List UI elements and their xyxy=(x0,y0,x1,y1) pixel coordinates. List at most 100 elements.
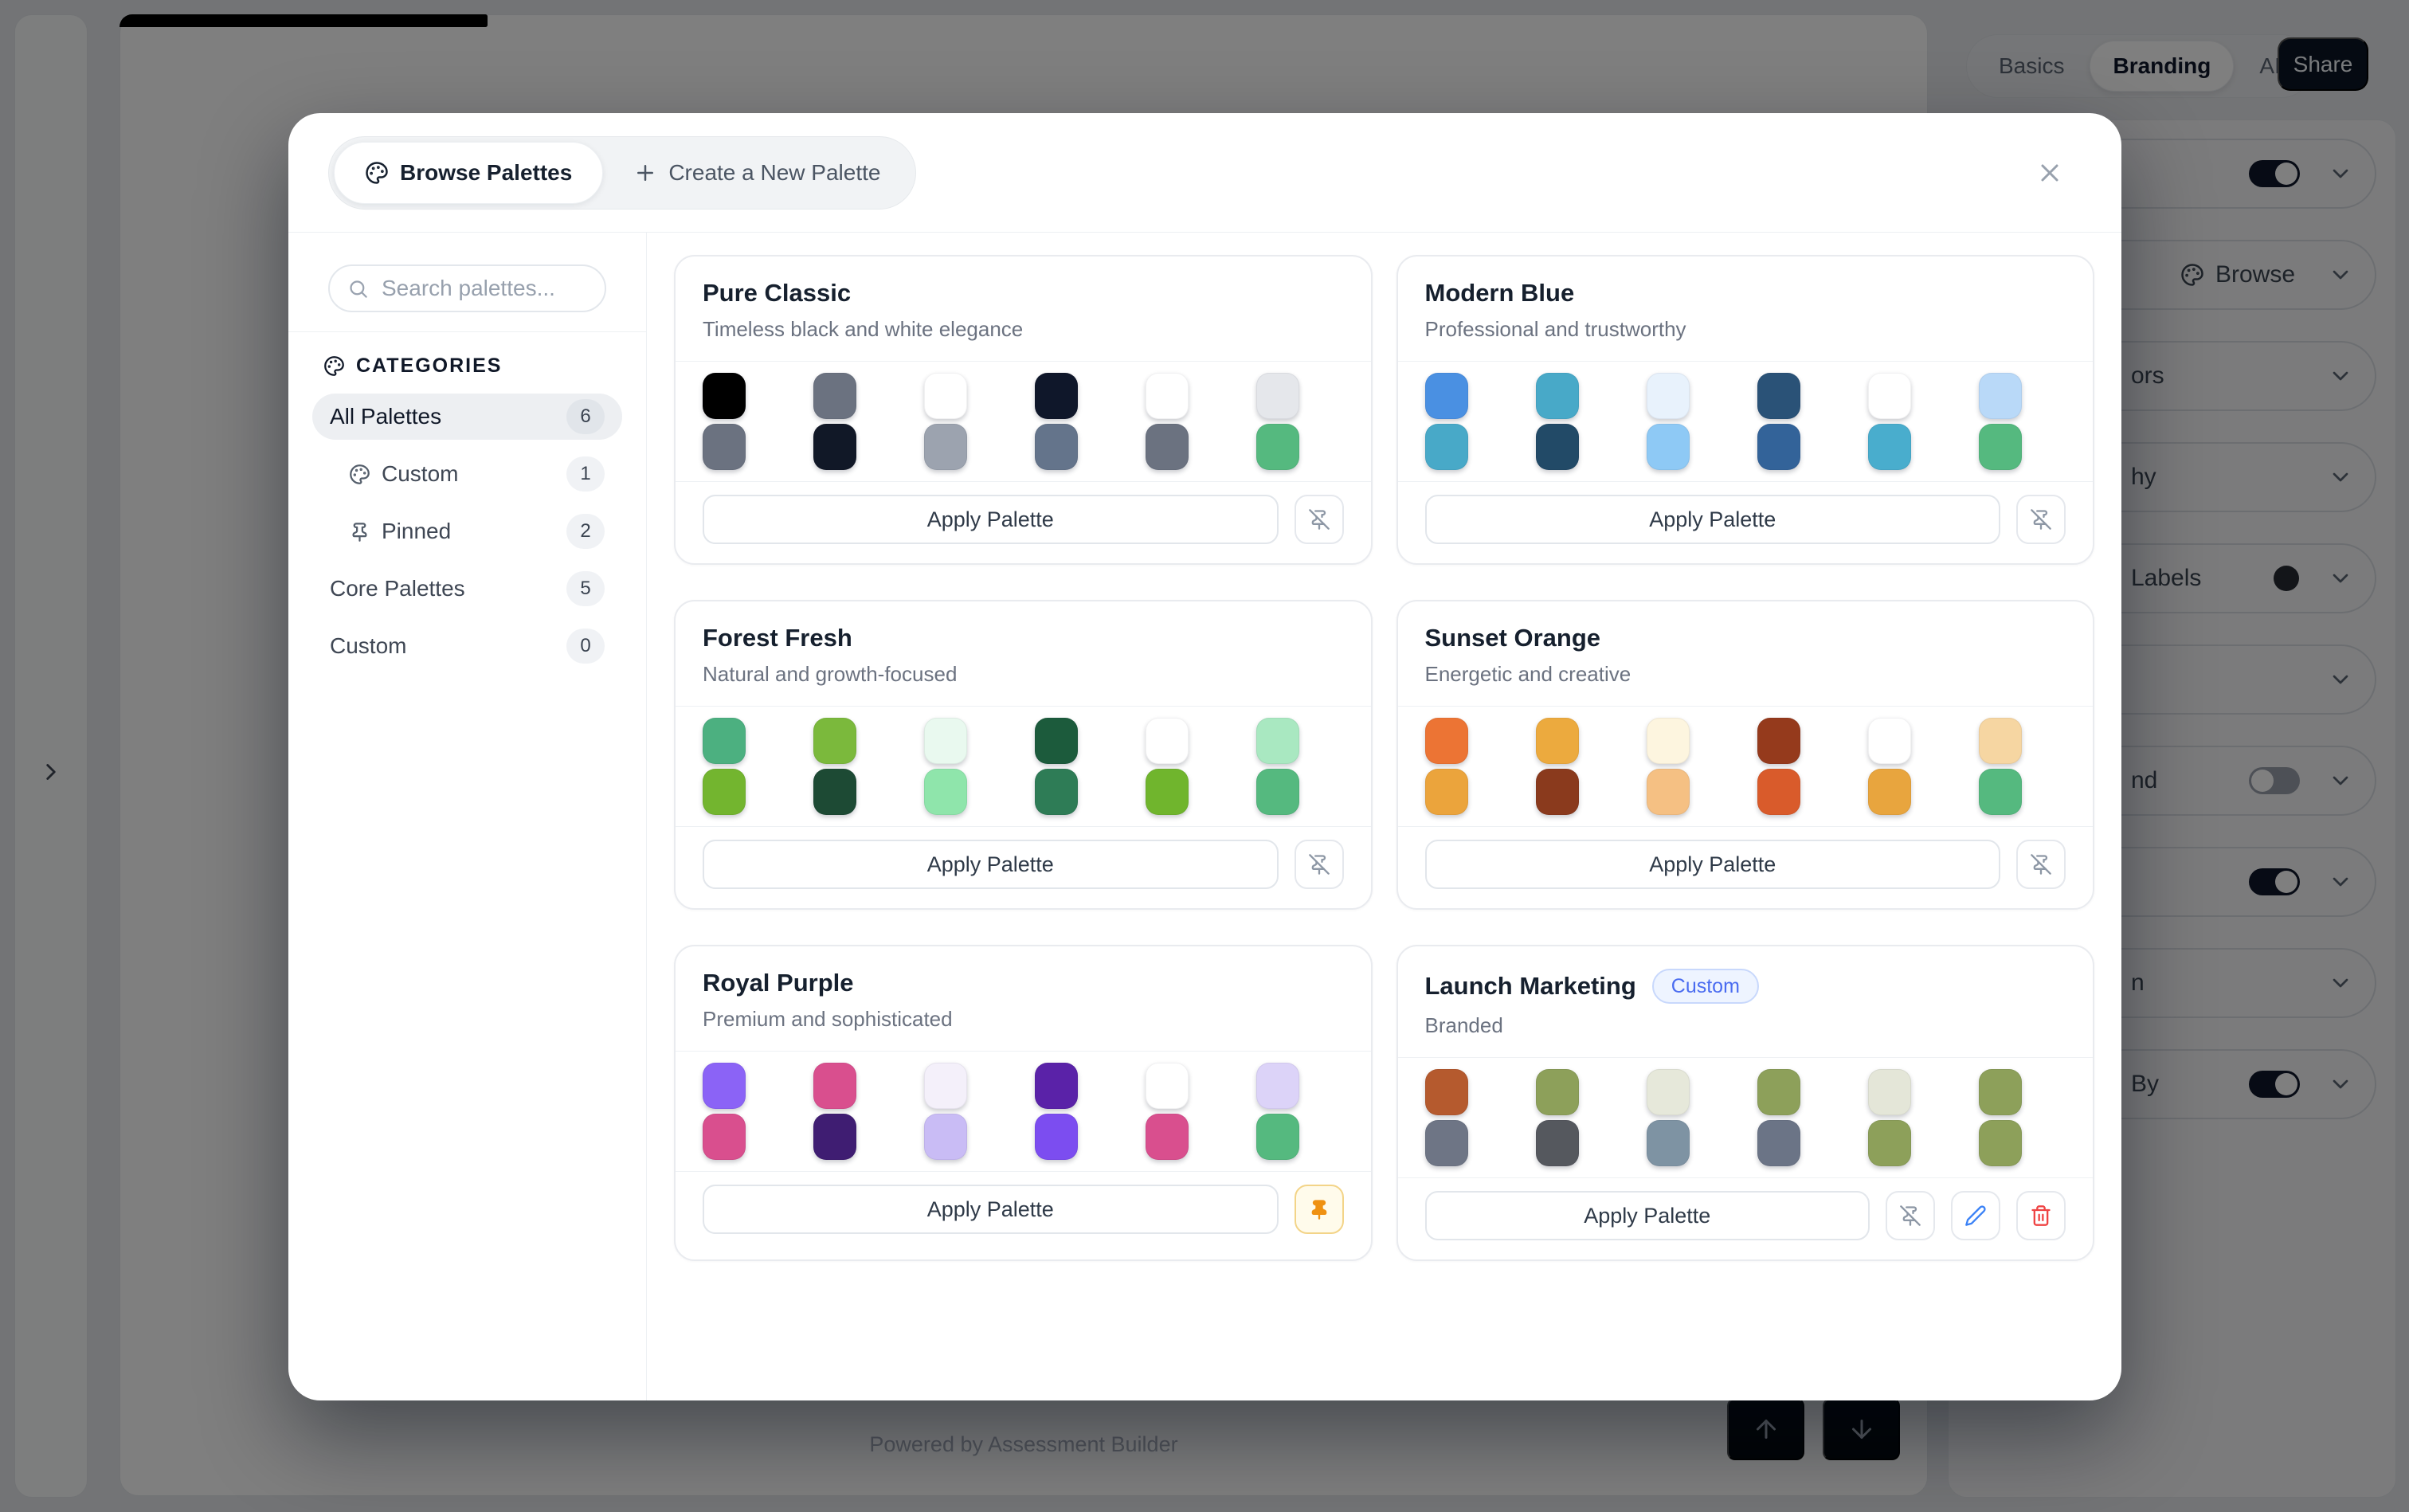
color-swatch xyxy=(1757,1069,1800,1115)
color-swatch xyxy=(1646,424,1690,470)
sidebar-divider xyxy=(288,331,646,332)
category-item-core-palettes[interactable]: Core Palettes 5 xyxy=(312,566,622,612)
pin-palette-button[interactable] xyxy=(2016,495,2066,544)
color-swatch xyxy=(1757,718,1800,764)
swatch-grid xyxy=(676,1052,1371,1171)
palette-search xyxy=(328,264,606,312)
palette-icon xyxy=(365,161,389,185)
color-swatch xyxy=(1035,1114,1078,1160)
categories-section: CATEGORIES All Palettes 6 Custom 1 Pinne… xyxy=(288,332,646,669)
color-swatch xyxy=(1646,1069,1690,1115)
color-swatch xyxy=(924,1114,967,1160)
divider xyxy=(1397,1057,2093,1058)
search-input[interactable] xyxy=(382,276,587,301)
category-item-pinned[interactable]: Pinned 2 xyxy=(312,508,622,554)
color-swatch xyxy=(1535,769,1579,815)
palette-card-sunset-orange: Sunset Orange Energetic and creative App… xyxy=(1396,600,2094,910)
palette-icon xyxy=(323,355,345,377)
pin-off-icon xyxy=(2030,508,2052,531)
palette-name: Sunset Orange xyxy=(1424,624,1601,652)
color-swatch xyxy=(1757,373,1800,419)
apply-palette-button[interactable]: Apply Palette xyxy=(703,495,1279,544)
divider xyxy=(676,1051,1371,1052)
palette-description: Timeless black and white elegance xyxy=(703,317,1024,341)
trash-icon xyxy=(2030,1205,2052,1227)
close-modal-button[interactable] xyxy=(2035,157,2067,189)
color-swatch xyxy=(703,718,746,764)
palette-icon xyxy=(349,464,370,485)
color-swatch xyxy=(1146,1114,1189,1160)
pin-palette-button[interactable] xyxy=(1886,1191,1935,1240)
divider xyxy=(676,826,1371,827)
color-swatch xyxy=(1535,373,1579,419)
palette-card-footer: Apply Palette xyxy=(1398,1178,2094,1259)
divider xyxy=(676,706,1371,707)
pin-palette-button[interactable] xyxy=(1294,495,1344,544)
palette-card-launch-marketing: Launch Marketing Custom Branded Apply Pa… xyxy=(1396,945,2094,1261)
color-swatch xyxy=(1424,718,1468,764)
divider xyxy=(1397,481,2093,482)
category-item-custom[interactable]: Custom 0 xyxy=(312,623,622,669)
color-swatch xyxy=(1256,1063,1299,1109)
color-swatch xyxy=(924,1063,967,1109)
category-label: All Palettes xyxy=(330,404,442,429)
tab-browse-palettes[interactable]: Browse Palettes xyxy=(334,141,604,204)
tab-create-palette[interactable]: Create a New Palette xyxy=(603,142,911,204)
apply-palette-button[interactable]: Apply Palette xyxy=(703,840,1279,889)
color-swatch xyxy=(813,718,856,764)
color-swatch xyxy=(1146,373,1189,419)
browse-palettes-modal: Browse Palettes Create a New Palette xyxy=(288,113,2121,1400)
color-swatch xyxy=(703,424,746,470)
palette-description: Professional and trustworthy xyxy=(1424,317,1686,341)
apply-palette-button[interactable]: Apply Palette xyxy=(703,1185,1279,1234)
pin-icon xyxy=(349,521,370,543)
color-swatch xyxy=(924,769,967,815)
color-swatch xyxy=(1256,769,1299,815)
divider xyxy=(1397,361,2093,362)
color-swatch xyxy=(1978,1120,2022,1166)
color-swatch xyxy=(1146,1063,1189,1109)
categories-title: CATEGORIES xyxy=(356,354,503,377)
category-item-all-palettes[interactable]: All Palettes 6 xyxy=(312,394,622,440)
color-swatch xyxy=(1646,769,1690,815)
delete-palette-button[interactable] xyxy=(2016,1191,2066,1240)
pin-palette-button[interactable] xyxy=(2016,840,2066,889)
palette-description: Energetic and creative xyxy=(1424,662,1631,686)
palette-card-royal-purple: Royal Purple Premium and sophisticated A… xyxy=(674,945,1373,1261)
category-label: Core Palettes xyxy=(330,576,465,601)
pencil-icon xyxy=(1964,1205,1987,1227)
pin-palette-button[interactable] xyxy=(1294,1185,1344,1234)
pin-off-icon xyxy=(1308,853,1330,875)
color-swatch xyxy=(1035,373,1078,419)
pin-off-icon xyxy=(2030,853,2052,875)
edit-palette-button[interactable] xyxy=(1951,1191,2000,1240)
custom-badge: Custom xyxy=(1651,969,1759,1004)
palette-card-footer: Apply Palette xyxy=(676,482,1371,563)
plus-icon xyxy=(633,161,657,185)
pin-icon xyxy=(1308,1198,1330,1220)
color-swatch xyxy=(1535,718,1579,764)
apply-palette-button[interactable]: Apply Palette xyxy=(1424,840,2000,889)
palette-card-header: Modern Blue Professional and trustworthy xyxy=(1398,257,2094,361)
apply-palette-button[interactable]: Apply Palette xyxy=(1424,495,2000,544)
color-swatch xyxy=(1424,769,1468,815)
search-icon xyxy=(347,278,369,300)
palette-card-footer: Apply Palette xyxy=(676,1172,1371,1253)
color-swatch xyxy=(924,373,967,419)
modal-header: Browse Palettes Create a New Palette xyxy=(288,113,2121,233)
apply-palette-button[interactable]: Apply Palette xyxy=(1424,1191,1870,1240)
color-swatch xyxy=(1535,1120,1579,1166)
palette-card-forest-fresh: Forest Fresh Natural and growth-focused … xyxy=(674,600,1373,910)
category-item-custom[interactable]: Custom 1 xyxy=(312,451,622,497)
pin-palette-button[interactable] xyxy=(1294,840,1344,889)
palette-description: Natural and growth-focused xyxy=(703,662,958,686)
category-label: Custom xyxy=(330,633,407,658)
palette-name: Forest Fresh xyxy=(703,624,852,652)
category-count-badge: 1 xyxy=(566,456,605,492)
category-count-badge: 2 xyxy=(566,514,605,549)
palette-card-header: Pure Classic Timeless black and white el… xyxy=(676,257,1371,361)
color-swatch xyxy=(1757,424,1800,470)
color-swatch xyxy=(1978,424,2022,470)
swatch-grid xyxy=(676,707,1371,826)
category-label: Pinned xyxy=(382,519,452,543)
